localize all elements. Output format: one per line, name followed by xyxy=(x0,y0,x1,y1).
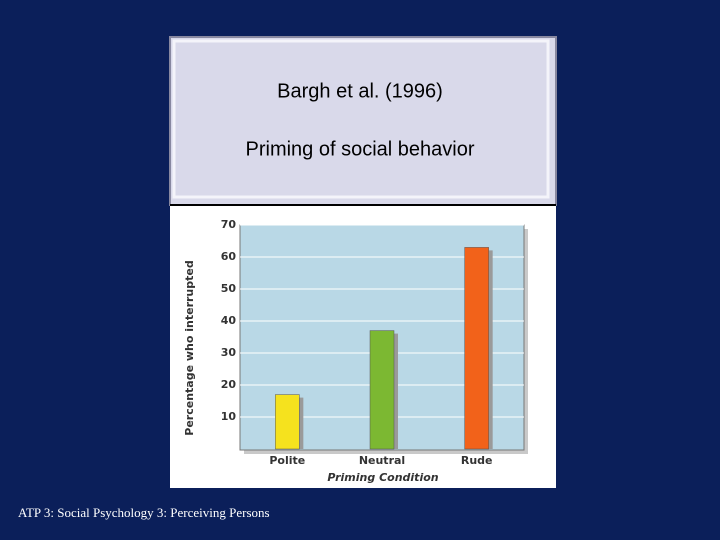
bar xyxy=(464,247,489,450)
y-tick-label: 40 xyxy=(221,314,237,327)
x-tick-label: Neutral xyxy=(359,454,405,467)
chart-title: Bargh et al. (1996) xyxy=(277,80,443,102)
y-tick-label: 60 xyxy=(221,250,237,263)
bar xyxy=(369,330,395,450)
y-tick-label: 20 xyxy=(221,378,237,391)
chart: 10 20 30 40 50 60 70 Polite Neutral Rude xyxy=(221,218,524,467)
footer: ATP 3: Social Psychology 3: Perceiving P… xyxy=(18,505,270,520)
title-box xyxy=(169,36,557,206)
x-axis-label: Priming Condition xyxy=(327,471,438,484)
y-tick-label: 70 xyxy=(221,218,237,231)
chart-subtitle: Priming of social behavior xyxy=(246,138,475,160)
x-tick-label: Polite xyxy=(269,454,305,467)
x-tick-label: Rude xyxy=(461,454,493,467)
y-tick-label: 10 xyxy=(221,410,237,423)
title-bevel xyxy=(172,39,550,199)
y-tick-label: 50 xyxy=(221,282,237,295)
bar xyxy=(275,394,300,450)
y-tick-label: 30 xyxy=(221,346,237,359)
y-axis-label: Percentage who interrupted xyxy=(183,260,196,435)
